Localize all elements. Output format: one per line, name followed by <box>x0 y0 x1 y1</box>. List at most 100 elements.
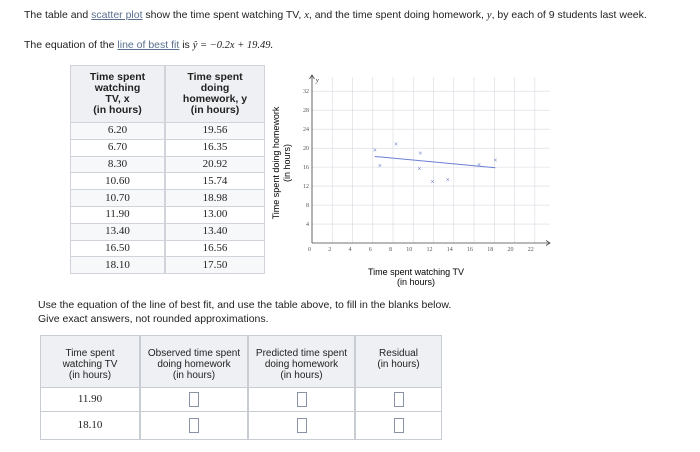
header-line: homework, y <box>182 93 248 105</box>
table-cell: 11.90 <box>70 207 165 224</box>
table-cell: 16.56 <box>165 240 265 258</box>
x-tick-label: 16 <box>467 247 473 253</box>
cell-text: 18.10 <box>105 258 130 271</box>
equation-line: The equation of the line of best fit is … <box>24 39 273 51</box>
table-cell: 8.30 <box>70 156 165 174</box>
cell-text: 6.70 <box>107 141 128 154</box>
table-cell: 13.00 <box>165 207 265 224</box>
input-box[interactable] <box>189 392 199 407</box>
x-tick-label: 22 <box>528 247 534 253</box>
header-line: (in hours) <box>93 104 142 116</box>
x-tick-label: 8 <box>389 247 392 253</box>
fit-line <box>374 155 496 169</box>
text: ŷ = −0.2x + 19.49. <box>192 40 274 51</box>
header-cell: Time spent doing homework, y (in hours) <box>165 65 265 123</box>
table-cell: 18.10 <box>40 412 140 440</box>
link[interactable]: scatter plot <box>91 9 143 21</box>
header-cell: Residual (in hours) <box>355 335 442 388</box>
cell-text: 6.20 <box>107 124 128 137</box>
cell-text: 10.60 <box>105 174 130 187</box>
header-line: doing <box>200 82 230 94</box>
table-cell: 13.40 <box>165 223 265 241</box>
cell-text: 11.90 <box>105 208 130 221</box>
y-axis-label: (in hours) <box>282 144 292 182</box>
text: y <box>486 10 492 21</box>
input-box[interactable] <box>189 418 199 433</box>
cell-text: 20.92 <box>202 157 228 170</box>
x-tick-label: 10 <box>406 247 412 253</box>
table-cell: 6.70 <box>70 139 165 157</box>
header-cell: Observed time spent doing homework (in hou… <box>140 335 248 388</box>
table-cell: 13.40 <box>70 223 165 241</box>
header-line: Time spent <box>187 71 243 83</box>
y-tick-label: 4 <box>306 222 309 228</box>
cell-text: 8.30 <box>107 157 128 170</box>
header-line: watching <box>94 82 141 94</box>
header-line: Observed time spent <box>147 348 241 359</box>
input-box[interactable] <box>296 418 307 433</box>
y-tick-label: 20 <box>303 146 309 152</box>
link[interactable]: line of best fit <box>117 39 180 51</box>
x-tick-label: 12 <box>427 247 433 253</box>
cell-text: 10.70 <box>105 191 130 204</box>
text: , and the time spent doing homework, <box>308 9 487 21</box>
cell-text: 13.40 <box>202 225 228 238</box>
point: × <box>378 162 382 170</box>
table-cell: 17.50 <box>165 257 265 275</box>
cell-text: 11.90 <box>77 393 103 405</box>
header-line: doing homework <box>264 359 339 370</box>
point: × <box>394 140 398 148</box>
x-tick-label: 20 <box>508 247 514 253</box>
header-line: (in hours) <box>190 104 240 116</box>
header-line: Time spent <box>65 348 115 359</box>
header-line: (in hours) <box>377 359 420 370</box>
table-cell <box>355 388 442 412</box>
table-cell: 15.74 <box>165 173 265 191</box>
cell-text: 15.74 <box>202 174 228 187</box>
x-tick-label: 18 <box>487 247 493 253</box>
cell-text: 16.35 <box>202 141 228 154</box>
point: × <box>373 147 377 155</box>
table-cell: 11.90 <box>40 388 140 412</box>
cell-text: 17.50 <box>202 258 228 271</box>
cell-text: 16.56 <box>202 241 228 254</box>
table-cell: 16.50 <box>70 240 165 258</box>
input-box[interactable] <box>393 392 404 407</box>
point: × <box>431 178 435 186</box>
table-cell: 20.92 <box>165 156 265 174</box>
y-tick-label: 8 <box>306 203 309 209</box>
point: × <box>477 161 481 169</box>
point: × <box>417 165 421 173</box>
point: × <box>446 176 450 184</box>
table-cell <box>140 388 248 412</box>
input-box[interactable] <box>393 418 404 433</box>
arrow <box>545 240 551 246</box>
table-cell <box>248 388 355 412</box>
header-line: TV, x <box>105 93 130 105</box>
header-line: doing homework <box>157 359 231 370</box>
table-cell <box>248 412 355 440</box>
cell-text: 19.56 <box>202 124 228 137</box>
text: The table and <box>24 9 92 21</box>
header-line: (in hours) <box>68 370 112 381</box>
cell-text: 18.98 <box>202 191 228 204</box>
y-tick-label: 24 <box>303 127 309 133</box>
table-cell: 18.10 <box>70 257 165 275</box>
header-cell: Predicted time spent doing homework (in ho… <box>248 335 355 388</box>
y-axis-label: Time spent doing homework <box>271 106 281 219</box>
text: The equation of the <box>24 39 118 51</box>
header-line: Time spent <box>89 71 146 83</box>
input-box[interactable] <box>296 392 307 407</box>
table-cell: 10.60 <box>70 173 165 191</box>
point: × <box>493 157 497 165</box>
x-tick-label: 6 <box>369 247 372 253</box>
y-tick-label: 12 <box>303 184 309 190</box>
instruction: Give exact answers, not rounded approxim… <box>38 313 269 325</box>
intro: The table and scatter plot show the time… <box>24 9 647 21</box>
arrow <box>309 74 315 80</box>
x-tick-label: 14 <box>447 247 453 253</box>
x-tick-label: 0 <box>308 247 311 253</box>
header-cell: Time spent watching TV (in hours) <box>40 335 140 388</box>
